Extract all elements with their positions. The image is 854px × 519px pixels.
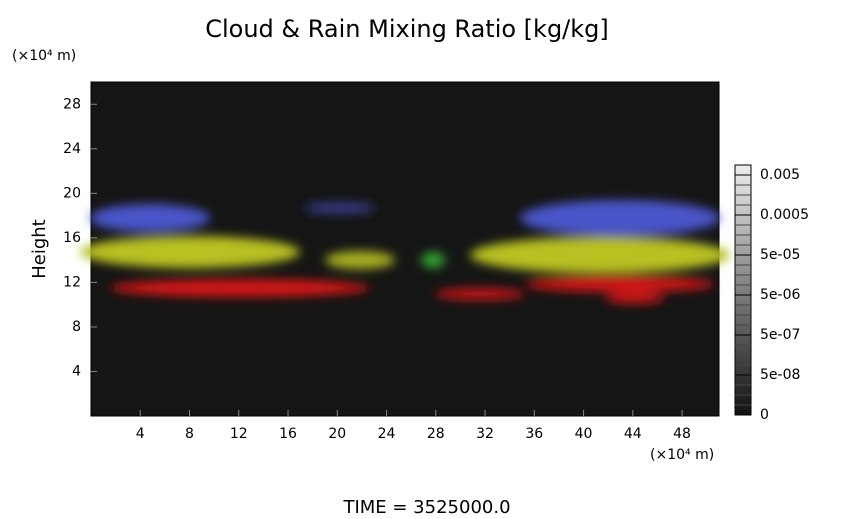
x-unit: (×10⁴ m) [650,447,714,463]
x-tick-label: 16 [279,426,297,442]
colorbar-label: 5e-05 [760,247,800,263]
y-tick-label: 28 [63,96,81,112]
y-tick-label: 24 [63,141,81,157]
colorbar-label: 0 [760,407,769,423]
cloud-blob [305,202,375,214]
colorbar-label: 5e-07 [760,327,800,343]
y-tick-label: 20 [63,185,81,201]
x-tick-label: 36 [525,426,543,442]
colorbar-label: 5e-06 [760,287,800,303]
footer: TIME = 3525000.0 [342,497,510,518]
cloud-blob [421,252,445,268]
y-tick-label: 16 [63,230,81,246]
x-tick-label: 12 [230,426,248,442]
x-tick-label: 8 [185,426,194,442]
cloud-blob [325,251,395,269]
cloud-blob [605,292,665,304]
y-tick-label: 12 [63,274,81,290]
x-tick-label: 20 [328,426,346,442]
cloud-blob [90,204,210,232]
x-tick-label: 32 [476,426,494,442]
y-tick-label: 4 [72,363,81,379]
y-tick-label: 8 [72,319,81,335]
x-tick-label: 48 [673,426,691,442]
colorbar-label: 0.0005 [760,207,809,223]
colorbar-label: 5e-08 [760,367,800,383]
x-tick-label: 44 [624,426,642,442]
colorbar [734,164,752,416]
y-axis-label: Height [29,219,50,279]
x-tick-label: 24 [378,426,396,442]
cloud-blob [110,279,370,297]
chart-title: Cloud & Rain Mixing Ratio [kg/kg] [205,15,609,43]
x-tick-label: 4 [136,426,145,442]
y-unit: (×10⁴ m) [12,48,76,64]
rendered-field [80,200,730,304]
x-tick-label: 40 [575,426,593,442]
cloud-blob [470,237,730,273]
cloud-blob [435,288,525,300]
cloud-blob [80,236,300,268]
colorbar-label: 0.005 [760,167,800,183]
x-tick-label: 28 [427,426,445,442]
cloud-blob [520,200,720,236]
cloud-blob [525,276,715,292]
